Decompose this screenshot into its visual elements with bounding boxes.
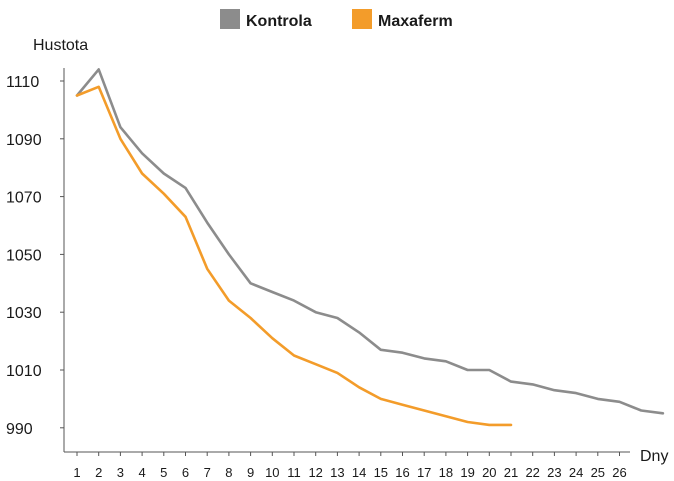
series-line-kontrola [75, 68, 665, 415]
x-tick-label: 16 [395, 465, 409, 480]
y-tick-label: 1110 [6, 74, 39, 91]
x-tick-label: 8 [225, 465, 232, 480]
y-axis-title: Hustota [33, 37, 88, 54]
y-tick-label: 1030 [6, 305, 42, 322]
series-line-maxaferm [75, 85, 513, 427]
x-tick-label: 14 [352, 465, 366, 480]
y-tick-label: 990 [6, 421, 33, 438]
x-tick-label: 13 [330, 465, 344, 480]
x-tick-label: 5 [160, 465, 167, 480]
y-tick-label: 1090 [6, 132, 42, 149]
legend-swatch-kontrola [220, 9, 240, 29]
y-ticks: 990 1010 1030 1050 1070 1090 1110 [6, 74, 64, 438]
x-tick-label: 24 [569, 465, 583, 480]
x-tick-label: 3 [117, 465, 124, 480]
x-tick-label: 18 [439, 465, 453, 480]
legend-swatch-maxaferm [352, 9, 372, 29]
x-tick-label: 23 [547, 465, 561, 480]
x-tick-label: 4 [138, 465, 145, 480]
x-tick-label: 17 [417, 465, 431, 480]
x-tick-label: 6 [182, 465, 189, 480]
x-tick-label: 15 [374, 465, 388, 480]
legend-label-kontrola: Kontrola [246, 13, 312, 30]
x-tick-label: 20 [482, 465, 496, 480]
x-tick-label: 25 [591, 465, 605, 480]
x-tick-label: 19 [460, 465, 474, 480]
x-tick-label: 1 [73, 465, 80, 480]
x-tick-label: 10 [265, 465, 279, 480]
x-tick-label: 21 [504, 465, 518, 480]
y-tick-label: 1010 [6, 363, 42, 380]
x-tick-label: 2 [95, 465, 102, 480]
legend: Kontrola Maxaferm [220, 9, 453, 30]
x-axis-title: Dny [640, 448, 668, 465]
x-tick-label: 11 [287, 465, 301, 480]
series-group [75, 68, 665, 427]
y-tick-label: 1050 [6, 247, 42, 264]
legend-label-maxaferm: Maxaferm [378, 13, 453, 30]
y-tick-label: 1070 [6, 190, 42, 207]
x-tick-label: 7 [204, 465, 211, 480]
x-tick-label: 9 [247, 465, 254, 480]
x-tick-label: 26 [612, 465, 626, 480]
x-tick-label: 22 [525, 465, 539, 480]
x-ticks: 1 2 3 4 5 6 7 8 9 10 11 12 13 14 15 16 17 18 19 20 21 22 23 24 2… [73, 452, 627, 480]
x-tick-label: 12 [308, 465, 322, 480]
